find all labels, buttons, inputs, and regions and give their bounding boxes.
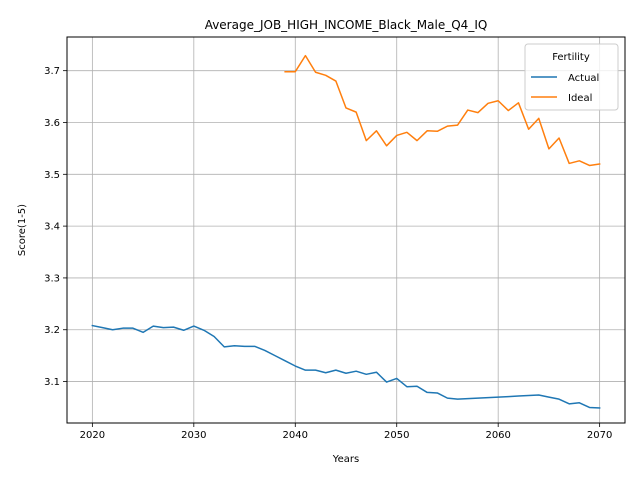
legend-box (524, 43, 619, 111)
legend: Fertility Actual Ideal (524, 43, 619, 111)
x-tick-label: 2070 (587, 430, 612, 441)
x-tick-label: 2030 (181, 430, 206, 441)
y-axis-ticks: 3.1 3.2 3.3 3.4 3.5 3.6 3.7 (44, 66, 67, 388)
chart-title: Average_JOB_HIGH_INCOME_Black_Male_Q4_IQ (205, 18, 488, 32)
legend-label-ideal: Ideal (568, 93, 592, 104)
y-tick-label: 3.3 (44, 273, 60, 284)
grid-lines (67, 37, 625, 423)
x-tick-label: 2040 (283, 430, 308, 441)
y-tick-label: 3.1 (44, 377, 60, 388)
plot-frame (66, 36, 626, 424)
legend-title: Fertility (552, 52, 590, 63)
series-lines (91, 54, 601, 409)
y-tick-label: 3.4 (44, 222, 60, 233)
y-tick-label: 3.6 (44, 118, 60, 129)
x-tick-label: 2020 (80, 430, 105, 441)
series-line-actual (91, 324, 601, 409)
y-axis-label: Score(1-5) (17, 204, 28, 256)
x-tick-label: 2060 (485, 430, 510, 441)
x-tick-label: 2050 (384, 430, 409, 441)
series-line-ideal (284, 54, 601, 167)
y-tick-label: 3.5 (44, 170, 60, 181)
y-tick-label: 3.7 (44, 66, 60, 77)
y-tick-label: 3.2 (44, 325, 60, 336)
legend-label-actual: Actual (568, 73, 599, 84)
x-axis-ticks: 2020 2030 2040 2050 2060 2070 (80, 423, 612, 441)
x-axis-label: Years (332, 454, 359, 465)
